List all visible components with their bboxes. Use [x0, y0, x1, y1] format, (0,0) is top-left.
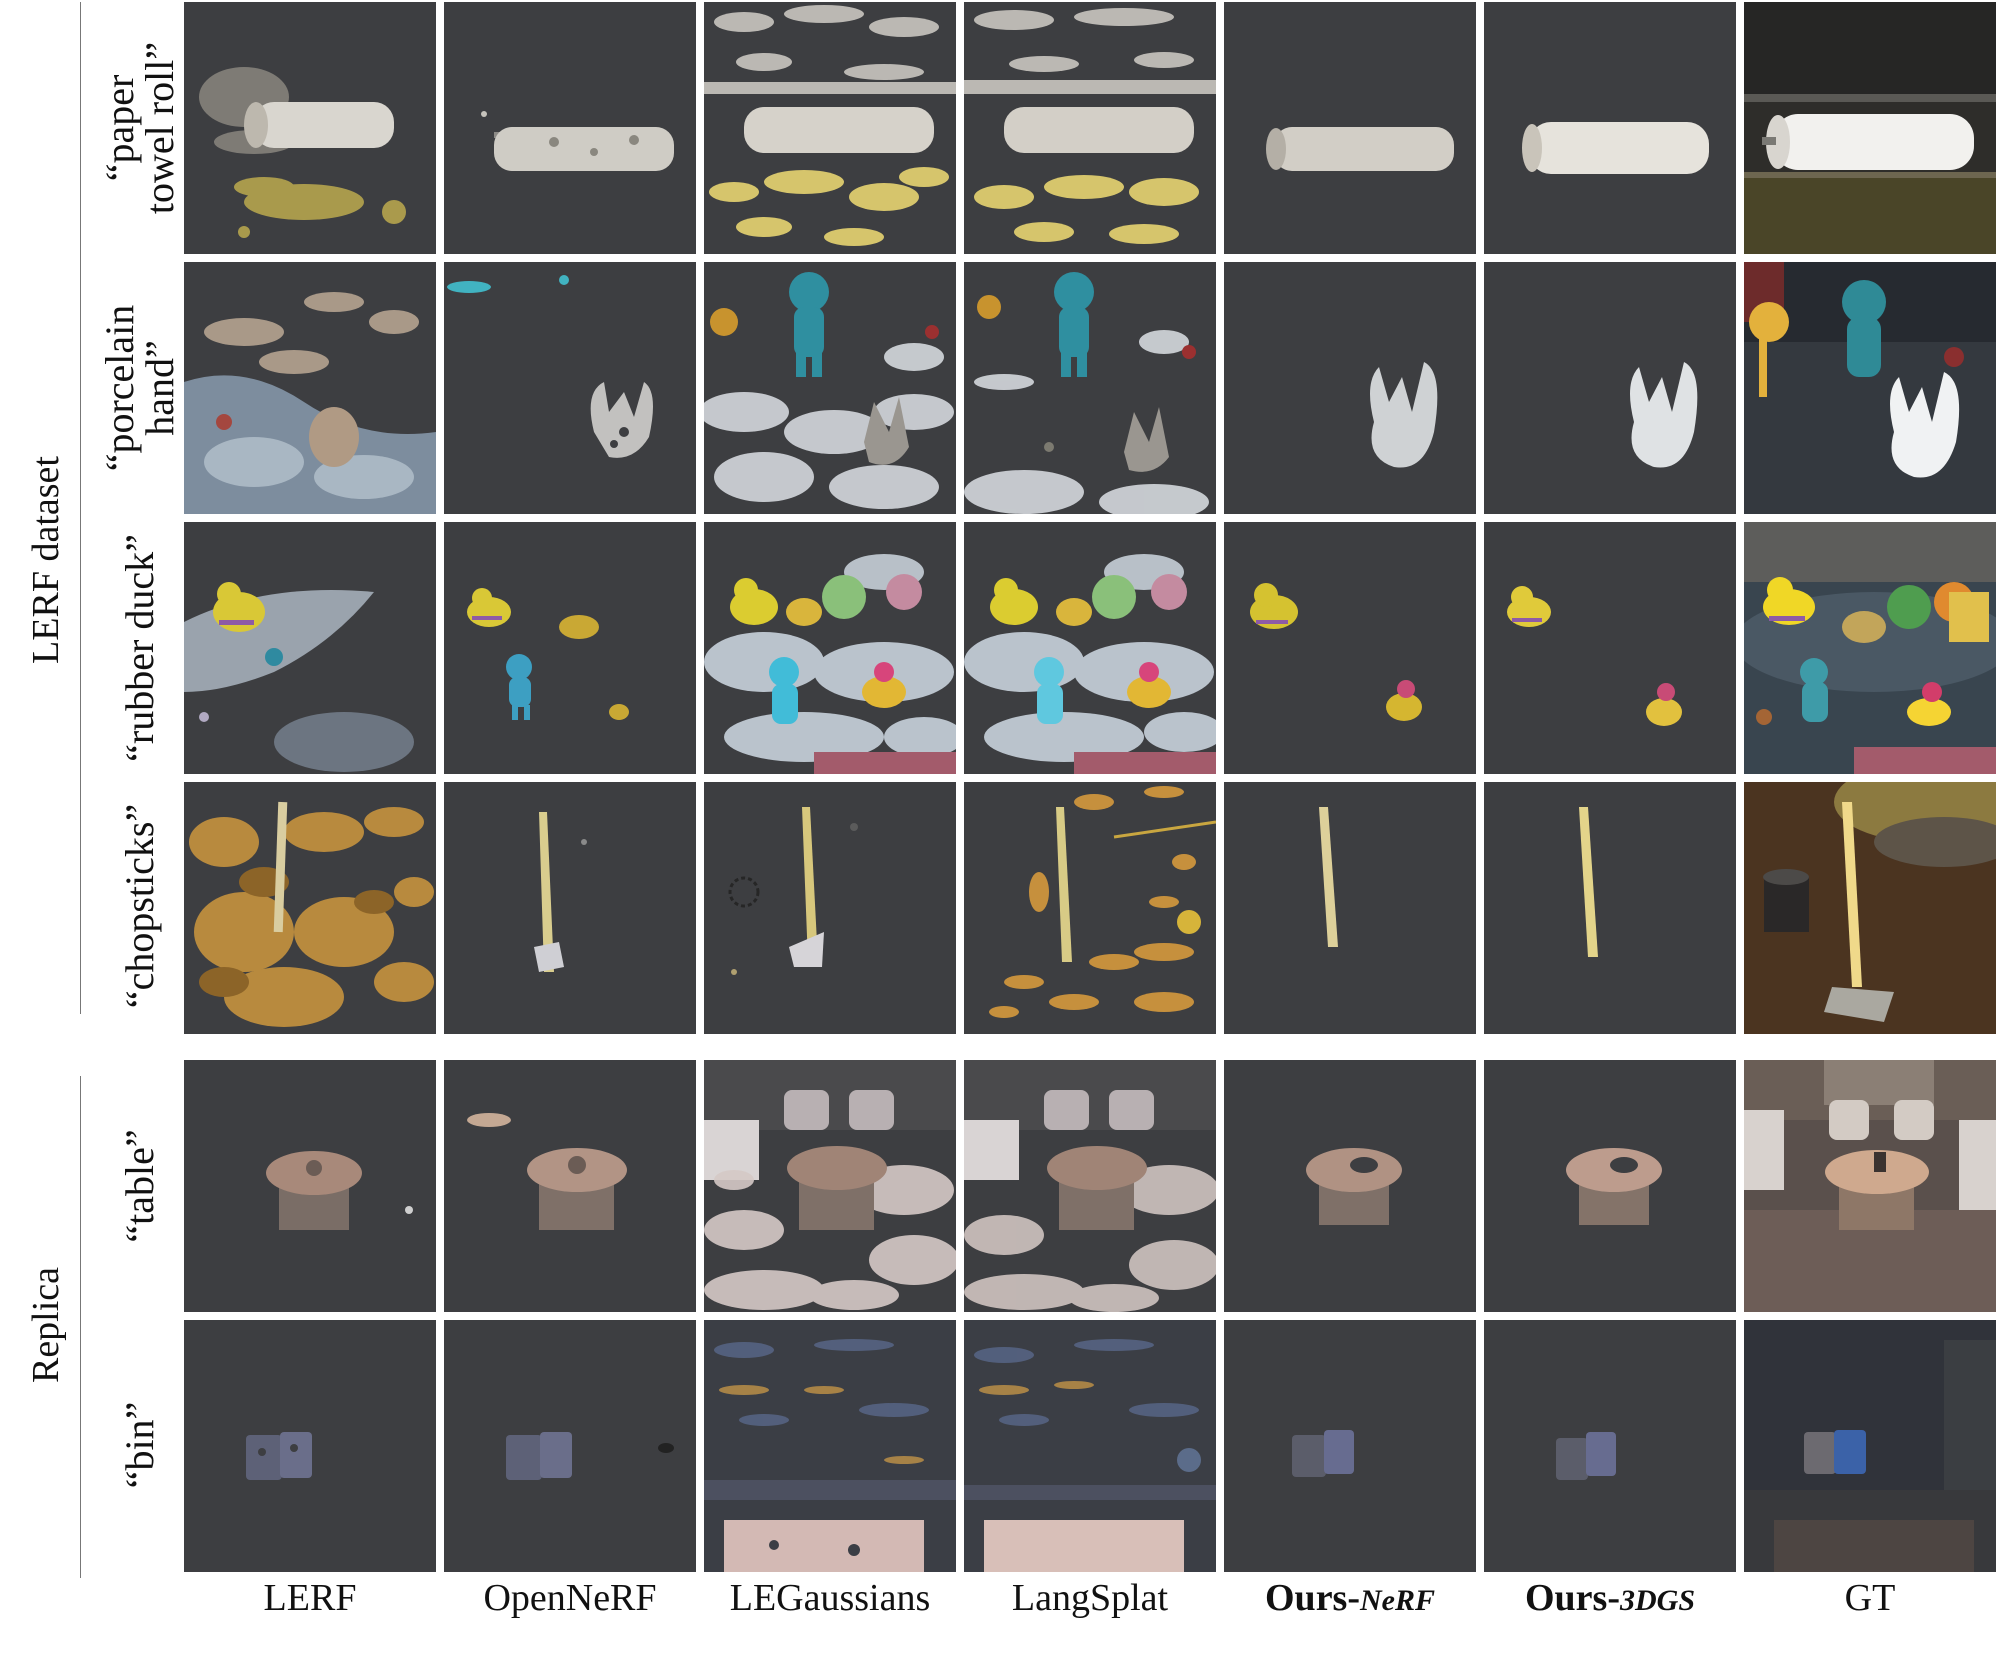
panel-bin-lerf [184, 1320, 436, 1572]
column-label-legaussians: LEGaussians [729, 1577, 931, 1619]
panel-paper-towel-roll-ours-nerf [1224, 2, 1476, 254]
panel-rubber-duck-langsplat [964, 522, 1216, 774]
query-label-paper-towel-roll: “paper towel roll” [97, 41, 182, 215]
panel-table-opennerf [444, 1060, 696, 1312]
panel-chopsticks-legaussians [704, 782, 956, 1034]
group-label-lerf: LERF dataset [25, 456, 67, 664]
query-label-chopsticks: “chopsticks” [117, 803, 162, 1009]
column-label-ours-nerf: Ours-NeRF [1224, 1576, 1476, 1620]
column-label-ours-nerf-italic: NeRF [1360, 1584, 1435, 1617]
column-label-opennerf: OpenNeRF [483, 1577, 657, 1619]
panel-paper-towel-roll-opennerf [444, 2, 696, 254]
panel-paper-towel-roll-gt [1744, 2, 1996, 254]
panel-rubber-duck-gt [1744, 522, 1996, 774]
query-label-rubber-duck: “rubber duck” [117, 534, 162, 762]
panel-chopsticks-opennerf [444, 782, 696, 1034]
panel-table-gt [1744, 1060, 1996, 1312]
panel-porcelain-hand-opennerf [444, 262, 696, 514]
group-divider-lerf [80, 2, 81, 1014]
column-label-ours-3dgs-italic: 3DGS [1619, 1584, 1695, 1617]
query-label-porcelain-hand: “porcelain hand” [97, 304, 182, 472]
panel-chopsticks-ours-3dgs [1484, 782, 1736, 1034]
column-label-ours-3dgs-bold: Ours- [1524, 1577, 1620, 1619]
panel-table-langsplat [964, 1060, 1216, 1312]
panel-porcelain-hand-lerf [184, 262, 436, 514]
panel-porcelain-hand-ours-3dgs [1484, 262, 1736, 514]
column-label-gt: GT [1844, 1577, 1896, 1619]
panel-table-ours-3dgs [1484, 1060, 1736, 1312]
panel-rubber-duck-opennerf [444, 522, 696, 774]
column-label-langsplat: LangSplat [1011, 1577, 1169, 1619]
panel-chopsticks-gt [1744, 782, 1996, 1034]
panel-paper-towel-roll-langsplat [964, 2, 1216, 254]
panel-porcelain-hand-gt [1744, 262, 1996, 514]
group-divider-replica [80, 1076, 81, 1578]
panel-bin-langsplat [964, 1320, 1216, 1572]
panel-rubber-duck-lerf [184, 522, 436, 774]
panel-bin-gt [1744, 1320, 1996, 1572]
panel-table-legaussians [704, 1060, 956, 1312]
panel-paper-towel-roll-lerf [184, 2, 436, 254]
panel-porcelain-hand-legaussians [704, 262, 956, 514]
panel-table-ours-nerf [1224, 1060, 1476, 1312]
panel-bin-ours-3dgs [1484, 1320, 1736, 1572]
group-label-replica: Replica [25, 1266, 67, 1384]
column-label-ours-nerf-bold: Ours- [1265, 1577, 1360, 1619]
panel-table-lerf [184, 1060, 436, 1312]
panel-rubber-duck-ours-3dgs [1484, 522, 1736, 774]
panel-chopsticks-langsplat [964, 782, 1216, 1034]
panel-bin-legaussians [704, 1320, 956, 1572]
panel-porcelain-hand-langsplat [964, 262, 1216, 514]
panel-bin-opennerf [444, 1320, 696, 1572]
panel-chopsticks-ours-nerf [1224, 782, 1476, 1034]
query-label-table: “table” [117, 1129, 162, 1243]
panel-rubber-duck-legaussians [704, 522, 956, 774]
panel-bin-ours-nerf [1224, 1320, 1476, 1572]
panel-paper-towel-roll-ours-3dgs [1484, 2, 1736, 254]
column-label-ours-3dgs: Ours-3DGS [1484, 1576, 1736, 1620]
panel-chopsticks-lerf [184, 782, 436, 1034]
panel-paper-towel-roll-legaussians [704, 2, 956, 254]
query-label-bin: “bin” [117, 1401, 162, 1489]
column-label-lerf: LERF [263, 1577, 357, 1619]
panel-rubber-duck-ours-nerf [1224, 522, 1476, 774]
panel-porcelain-hand-ours-nerf [1224, 262, 1476, 514]
